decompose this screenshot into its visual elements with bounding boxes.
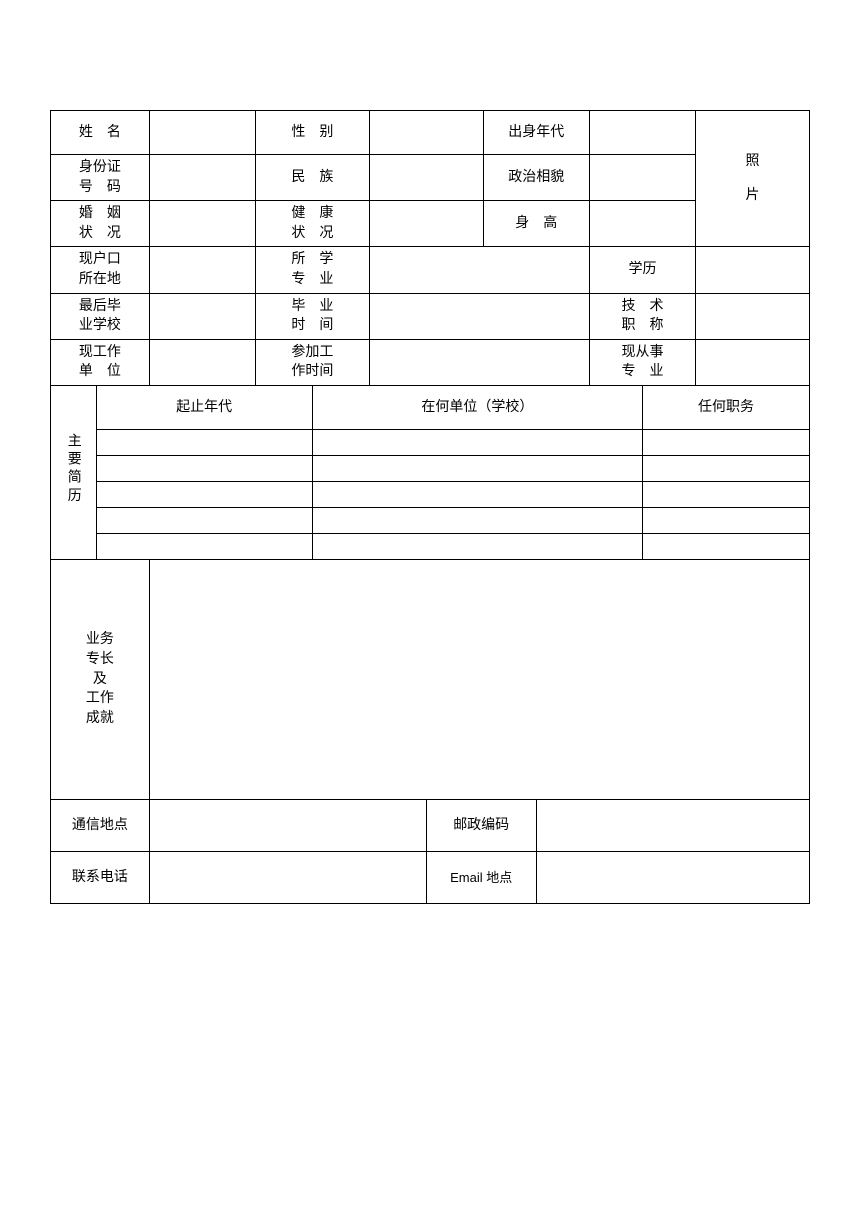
hist-org[interactable] (312, 481, 642, 507)
value-phone[interactable] (149, 851, 426, 903)
value-political[interactable] (589, 155, 695, 201)
hist-org[interactable] (312, 429, 642, 455)
hist-org[interactable] (312, 533, 642, 559)
label-political: 政治相貌 (483, 155, 589, 201)
hist-pos[interactable] (642, 429, 809, 455)
value-workunit[interactable] (149, 339, 255, 385)
photo-cell: 照 片 (696, 111, 810, 247)
value-techtitle[interactable] (696, 293, 810, 339)
label-gradtime: 毕 业时 间 (255, 293, 369, 339)
label-joindate: 参加工作时间 (255, 339, 369, 385)
form-page: 姓 名 性 别 出身年代 照 片 身份证号 码 民 族 政治相貌 婚 姻状 况 … (0, 0, 860, 904)
label-ethnic: 民 族 (255, 155, 369, 201)
value-postcode[interactable] (536, 799, 809, 851)
value-email[interactable] (536, 851, 809, 903)
label-postcode: 邮政编码 (426, 799, 536, 851)
value-joindate[interactable] (369, 339, 589, 385)
value-marital[interactable] (149, 201, 255, 247)
hist-period[interactable] (96, 455, 312, 481)
label-phone: 联系电话 (51, 851, 150, 903)
hist-pos[interactable] (642, 507, 809, 533)
label-achievements: 业务 专长 及 工作 成就 (51, 559, 150, 799)
label-techtitle: 技 术职 称 (589, 293, 695, 339)
label-height: 身 高 (483, 201, 589, 247)
label-marital: 婚 姻状 况 (51, 201, 150, 247)
value-curmajor[interactable] (696, 339, 810, 385)
value-name[interactable] (149, 111, 255, 155)
value-height[interactable] (589, 201, 695, 247)
value-school[interactable] (149, 293, 255, 339)
value-major[interactable] (369, 247, 589, 293)
label-health: 健 康状 况 (255, 201, 369, 247)
hist-pos[interactable] (642, 455, 809, 481)
label-gender: 性 别 (255, 111, 369, 155)
label-name: 姓 名 (51, 111, 150, 155)
hist-pos[interactable] (642, 533, 809, 559)
hist-org[interactable] (312, 507, 642, 533)
value-hukou[interactable] (149, 247, 255, 293)
label-school: 最后毕业学校 (51, 293, 150, 339)
label-curmajor: 现从事专 业 (589, 339, 695, 385)
value-address[interactable] (149, 799, 426, 851)
label-org: 在何单位（学校） (312, 385, 642, 429)
hist-period[interactable] (96, 429, 312, 455)
photo-label-1: 照 (698, 152, 807, 172)
value-gradtime[interactable] (369, 293, 589, 339)
label-address: 通信地点 (51, 799, 150, 851)
label-major: 所 学专 业 (255, 247, 369, 293)
label-position: 任何职务 (642, 385, 809, 429)
label-id: 身份证号 码 (51, 155, 150, 201)
hist-period[interactable] (96, 507, 312, 533)
hist-period[interactable] (96, 533, 312, 559)
value-achievements[interactable] (149, 559, 809, 799)
label-period: 起止年代 (96, 385, 312, 429)
label-hukou: 现户口所在地 (51, 247, 150, 293)
hist-org[interactable] (312, 455, 642, 481)
resume-form-table: 姓 名 性 别 出身年代 照 片 身份证号 码 民 族 政治相貌 婚 姻状 况 … (50, 110, 810, 904)
value-id[interactable] (149, 155, 255, 201)
value-ethnic[interactable] (369, 155, 483, 201)
hist-period[interactable] (96, 481, 312, 507)
label-resume: 主要简历 (51, 385, 97, 559)
value-edu[interactable] (696, 247, 810, 293)
value-birth[interactable] (589, 111, 695, 155)
label-birth: 出身年代 (483, 111, 589, 155)
value-gender[interactable] (369, 111, 483, 155)
photo-label-2: 片 (698, 186, 807, 206)
label-edu: 学历 (589, 247, 695, 293)
hist-pos[interactable] (642, 481, 809, 507)
value-health[interactable] (369, 201, 483, 247)
label-email: Email 地点 (426, 851, 536, 903)
label-workunit: 现工作单 位 (51, 339, 150, 385)
